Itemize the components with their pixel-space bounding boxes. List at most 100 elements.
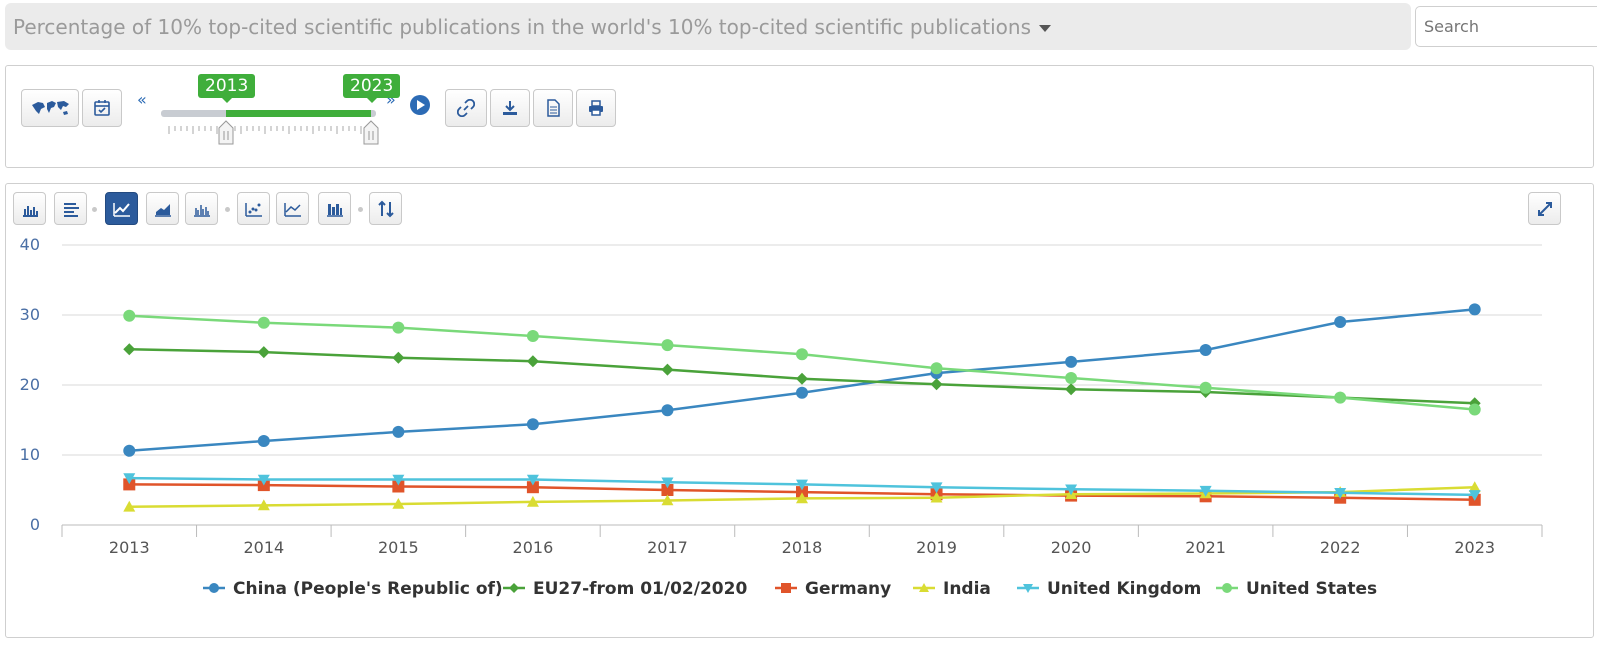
- document-button[interactable]: [533, 89, 573, 127]
- print-button[interactable]: [576, 89, 616, 127]
- scatter-chart-button[interactable]: [237, 192, 270, 225]
- data-point: [526, 474, 539, 486]
- data-point: [661, 404, 674, 417]
- bar-chart-icon: [22, 205, 38, 217]
- bar-chart-button[interactable]: [13, 192, 46, 225]
- document-icon: [547, 99, 560, 117]
- data-point: [123, 500, 136, 512]
- toolbar-separator: [92, 207, 97, 212]
- data-point: [1065, 484, 1078, 496]
- data-point: [1065, 383, 1078, 396]
- x-tick-label: 2022: [1320, 538, 1361, 557]
- column-chart-button[interactable]: [185, 192, 218, 225]
- x-tick-label: 2019: [916, 538, 957, 557]
- data-point: [257, 346, 270, 359]
- sort-icon: [377, 200, 394, 217]
- data-point: [1199, 485, 1212, 497]
- data-point: [392, 351, 405, 364]
- link-icon: [457, 99, 475, 117]
- data-point: [661, 484, 674, 496]
- sort-button[interactable]: [369, 192, 402, 225]
- data-point: [661, 363, 674, 376]
- data-point: [661, 339, 674, 352]
- line-chart-button[interactable]: [105, 192, 138, 225]
- forward-button[interactable]: »: [386, 90, 396, 109]
- start-year-label: 2013: [198, 74, 256, 103]
- data-point: [1468, 403, 1481, 416]
- x-tick-label: 2018: [782, 538, 823, 557]
- legend-label: Germany: [805, 579, 891, 599]
- world-map-button[interactable]: [21, 89, 79, 127]
- data-point: [796, 486, 808, 499]
- data-point: [930, 362, 943, 375]
- data-point: [661, 477, 674, 489]
- scatter-chart-icon: [244, 202, 262, 217]
- data-point: [526, 481, 539, 494]
- x-tick-label: 2015: [378, 538, 419, 557]
- legend-marker: [209, 583, 219, 593]
- data-point: [1334, 316, 1347, 328]
- download-button[interactable]: [490, 89, 530, 127]
- search-input[interactable]: [1415, 6, 1597, 47]
- data-point: [392, 480, 405, 493]
- indicator-selector[interactable]: Percentage of 10% top-cited scientific p…: [5, 3, 1411, 50]
- data-point: [257, 499, 270, 511]
- expand-button[interactable]: [1528, 192, 1561, 225]
- link-button[interactable]: [445, 89, 487, 127]
- data-point: [796, 372, 808, 385]
- rewind-button[interactable]: «: [137, 90, 147, 109]
- data-point: [796, 492, 808, 504]
- legend-label: United States: [1246, 579, 1377, 599]
- data-point: [1334, 391, 1347, 404]
- data-point: [1065, 372, 1078, 384]
- data-point: [1468, 303, 1481, 316]
- calendar-button[interactable]: [82, 89, 122, 127]
- x-tick-label: 2014: [243, 538, 284, 557]
- heatmap-icon: [326, 203, 343, 217]
- download-icon: [503, 101, 517, 115]
- year-range-slider[interactable]: [161, 104, 381, 146]
- data-point: [1065, 355, 1078, 368]
- data-point: [526, 330, 539, 342]
- print-icon: [589, 100, 603, 116]
- legend-marker: [509, 583, 519, 593]
- y-tick-label: 20: [20, 375, 40, 394]
- data-point: [257, 316, 270, 329]
- horizontal-bar-button[interactable]: [54, 192, 87, 225]
- data-point: [1468, 490, 1481, 501]
- chevron-down-icon: [1039, 25, 1052, 32]
- y-tick-label: 10: [20, 445, 40, 464]
- legend-marker: [1222, 583, 1232, 593]
- multi-line-button[interactable]: [276, 192, 309, 225]
- heatmap-button[interactable]: [318, 192, 351, 225]
- data-point: [123, 343, 136, 356]
- toolbar-separator: [358, 207, 363, 212]
- x-tick-label: 2017: [647, 538, 688, 557]
- end-year-label: 2023: [343, 74, 401, 103]
- legend-marker: [1023, 584, 1033, 593]
- start-slider-handle[interactable]: [218, 120, 234, 145]
- x-tick-label: 2020: [1051, 538, 1092, 557]
- legend-label: United Kingdom: [1047, 579, 1201, 599]
- multi-line-icon: [283, 202, 301, 217]
- y-tick-label: 0: [30, 515, 40, 534]
- data-point: [257, 435, 270, 447]
- expand-icon: [1537, 201, 1552, 216]
- data-point: [796, 386, 808, 399]
- data-point: [796, 479, 808, 491]
- data-point: [930, 482, 943, 494]
- end-slider-handle[interactable]: [363, 120, 379, 145]
- controls-panel: « » 2013 2023: [5, 65, 1594, 168]
- indicator-title[interactable]: Percentage of 10% top-cited scientific p…: [13, 15, 1052, 39]
- data-point: [930, 491, 943, 503]
- data-point: [392, 321, 405, 334]
- legend-marker: [781, 583, 791, 593]
- area-chart-button[interactable]: [146, 192, 179, 225]
- y-tick-label: 40: [20, 235, 40, 254]
- legend-label: India: [943, 579, 991, 599]
- play-icon[interactable]: [409, 94, 431, 116]
- data-point: [1468, 481, 1481, 492]
- data-point: [392, 425, 405, 438]
- y-tick-label: 30: [20, 305, 40, 324]
